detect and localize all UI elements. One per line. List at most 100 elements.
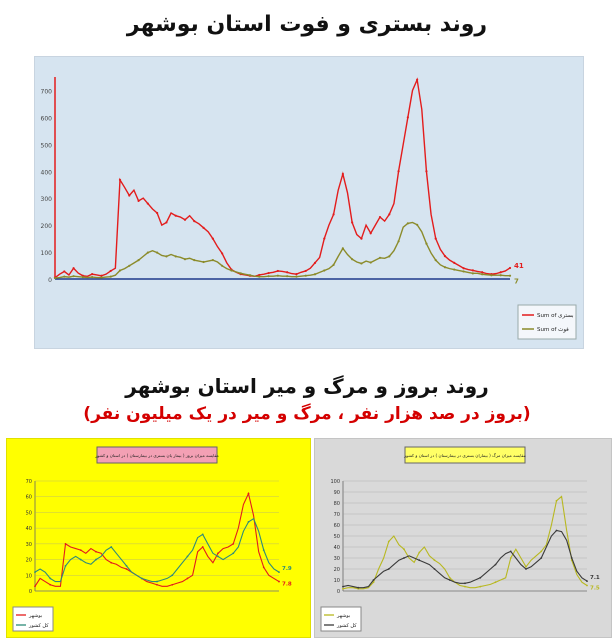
data-point-0 (555, 499, 558, 502)
data-point-0 (258, 273, 261, 277)
data-point-1 (247, 520, 250, 523)
data-point-1 (221, 264, 224, 267)
data-point-0 (341, 172, 344, 176)
data-point-0 (448, 576, 451, 579)
chart-title: مقایسه میزان مرگ ( بیماران بستری در بیما… (403, 452, 526, 458)
data-point-0 (351, 221, 354, 224)
data-point-0 (481, 271, 484, 274)
data-point-0 (388, 213, 391, 216)
data-point-1 (403, 557, 405, 559)
data-point-1 (479, 576, 482, 579)
data-point-1 (462, 270, 465, 273)
data-point-1 (387, 568, 390, 570)
series-line-1 (54, 221, 510, 279)
data-point-1 (110, 546, 113, 548)
y-tick-label: 600 (41, 115, 53, 122)
end-label-1: 7 (514, 278, 519, 286)
data-point-0 (125, 568, 128, 570)
data-point-0 (443, 255, 447, 258)
data-point-1 (509, 550, 512, 553)
chart-title-box (96, 446, 218, 464)
data-point-0 (79, 549, 82, 552)
y-tick-label: 100 (41, 250, 53, 257)
legend-label-0: بوشهر (336, 613, 350, 619)
data-point-1 (49, 577, 52, 580)
y-tick-label: 300 (41, 196, 53, 203)
y-tick-label: 0 (48, 277, 52, 284)
data-point-1 (494, 563, 497, 566)
data-point-1 (499, 274, 502, 277)
data-point-0 (323, 237, 326, 240)
legend-box (12, 606, 54, 632)
y-tick-label: 40 (26, 526, 32, 532)
data-point-0 (286, 271, 289, 274)
data-point-1 (418, 559, 421, 562)
data-point-0 (540, 550, 543, 553)
data-point-0 (118, 178, 122, 181)
data-point-1 (140, 577, 143, 580)
data-point-1 (95, 558, 97, 561)
data-point-0 (304, 269, 307, 273)
data-point-0 (171, 583, 174, 586)
data-point-1 (100, 276, 103, 279)
data-point-0 (137, 199, 140, 202)
data-point-0 (453, 261, 456, 264)
data-point-1 (156, 251, 159, 254)
data-point-0 (525, 565, 527, 568)
data-point-0 (464, 585, 466, 588)
data-point-0 (278, 580, 280, 583)
data-point-1 (397, 240, 400, 243)
data-point-0 (247, 492, 250, 495)
data-point-1 (91, 276, 94, 279)
data-point-1 (453, 268, 456, 271)
data-point-0 (156, 211, 159, 215)
data-point-1 (64, 564, 67, 567)
data-point-1 (53, 276, 57, 280)
data-point-0 (416, 78, 419, 81)
data-point-0 (193, 219, 196, 223)
data-point-0 (403, 548, 405, 551)
y-tick-label: 70 (334, 512, 340, 518)
data-point-1 (490, 274, 493, 277)
legend-label-1: کل کشور (28, 623, 49, 629)
data-point-1 (434, 259, 437, 262)
data-point-1 (239, 272, 242, 275)
data-point-0 (295, 273, 298, 276)
data-point-0 (387, 540, 390, 543)
data-point-0 (434, 237, 437, 240)
data-point-1 (357, 586, 360, 589)
data-point-1 (471, 272, 474, 275)
y-tick-label: 10 (26, 573, 32, 579)
data-point-0 (418, 551, 421, 554)
data-point-1 (360, 262, 363, 265)
incidence-comparison-chart: مقایسه میزان بروز ( بیمار یان بستری در ب… (6, 438, 311, 638)
data-point-0 (211, 237, 214, 240)
data-point-1 (258, 275, 261, 278)
end-label-0: 41 (514, 262, 524, 270)
data-point-0 (91, 273, 94, 276)
data-point-0 (509, 557, 512, 559)
data-point-0 (267, 271, 270, 275)
data-point-1 (109, 275, 112, 278)
end-label-1: 7.1 (590, 575, 600, 581)
incidence-comparison-svg: مقایسه میزان بروز ( بیمار یان بستری در ب… (12, 446, 292, 632)
data-point-1 (278, 571, 280, 574)
data-point-0 (360, 237, 363, 240)
data-point-1 (267, 275, 270, 278)
data-point-1 (211, 259, 214, 262)
data-point-0 (369, 232, 372, 235)
y-tick-label: 30 (334, 556, 340, 562)
data-point-1 (388, 255, 391, 258)
legend-label-1: Sum of فوت (537, 327, 569, 333)
data-point-1 (125, 564, 128, 567)
data-point-1 (174, 255, 177, 258)
data-point-1 (443, 266, 447, 269)
y-tick-label: 80 (334, 501, 340, 507)
data-point-0 (72, 267, 75, 270)
data-point-0 (499, 271, 502, 274)
data-point-1 (586, 580, 588, 582)
bottom-chart-subtitle: (بروز در صد هزار نفر ، مرگ و میر در یک م… (83, 404, 531, 424)
data-point-1 (34, 571, 36, 574)
y-tick-label: 70 (26, 479, 32, 485)
end-label-0: 7.8 (282, 582, 292, 588)
